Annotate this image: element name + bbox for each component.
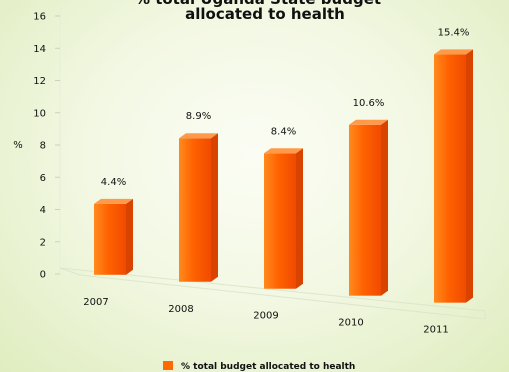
x-tick-label: 2010 [338, 318, 363, 329]
bar [434, 49, 473, 303]
y-tick-label: 10 [33, 108, 46, 119]
data-labels: 4.4% 8.9% 8.4% 10.6% 15.4% [101, 27, 470, 187]
data-label: 10.6% [353, 98, 385, 109]
chart-title-line-2: allocated to health [185, 5, 345, 23]
y-tick-label: 0 [40, 270, 46, 281]
y-tick-label: 4 [40, 205, 46, 216]
bar-side [211, 133, 218, 282]
x-tick-label: 2009 [253, 311, 278, 322]
x-tick-label: 2008 [168, 304, 193, 315]
axes [59, 12, 486, 320]
legend-swatch [163, 361, 173, 370]
bar-top [264, 148, 303, 154]
chart-floor [59, 267, 486, 320]
x-tick-label: 2007 [83, 297, 108, 308]
bar-top [349, 119, 388, 125]
x-tick-label: 2011 [423, 325, 448, 336]
legend-label: % total budget allocated to health [181, 362, 355, 372]
bar-front [94, 203, 126, 275]
bar [179, 133, 218, 282]
bar-top [179, 133, 218, 139]
y-tick-label: 8 [40, 141, 46, 152]
bar [94, 198, 133, 275]
bar-side [126, 198, 133, 275]
chart-title-line-1: % total Uganda State budget [135, 0, 381, 8]
y-tick-label: 14 [33, 44, 46, 55]
y-axis-label: % [13, 140, 23, 151]
x-axis-ticks: 2007 2008 2009 2010 2011 [83, 297, 448, 336]
data-label: 8.9% [186, 111, 211, 122]
bar-front [434, 54, 466, 303]
bar-front [349, 124, 381, 296]
bar-side [296, 148, 303, 289]
y-tick-label: 12 [33, 76, 46, 87]
y-axis-ticks: 0 2 4 6 8 10 12 14 16 [33, 12, 60, 281]
legend: % total budget allocated to health [163, 361, 355, 372]
data-label: 8.4% [271, 126, 296, 137]
bar-side [381, 119, 388, 296]
bar-front [179, 138, 211, 282]
bar [349, 119, 388, 296]
bar-side [466, 49, 473, 303]
data-label: 4.4% [101, 177, 126, 188]
bar-top [434, 49, 473, 55]
y-tick-label: 16 [33, 12, 46, 23]
y-tick-label: 6 [40, 173, 46, 184]
chart-title: % total Uganda State budget allocated to… [135, 0, 381, 23]
y-tick-label: 2 [40, 237, 46, 248]
bar-top [94, 198, 133, 204]
bar-front [264, 153, 296, 289]
bar [264, 148, 303, 289]
data-label: 15.4% [438, 27, 470, 38]
bars [94, 49, 473, 303]
